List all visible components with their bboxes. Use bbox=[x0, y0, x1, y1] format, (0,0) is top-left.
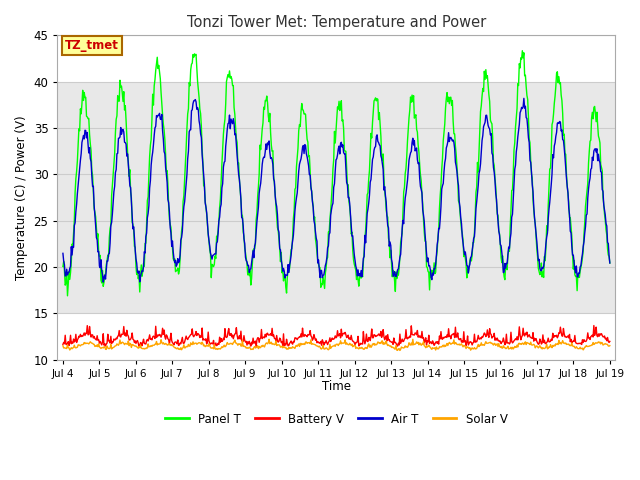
Title: Tonzi Tower Met: Temperature and Power: Tonzi Tower Met: Temperature and Power bbox=[187, 15, 486, 30]
Legend: Panel T, Battery V, Air T, Solar V: Panel T, Battery V, Air T, Solar V bbox=[160, 408, 513, 431]
Panel T bbox=[211, 262, 218, 267]
Panel T bbox=[404, 138, 412, 144]
Solar V bbox=[396, 348, 404, 353]
Air T bbox=[69, 243, 77, 249]
Air T bbox=[126, 183, 134, 189]
Panel T bbox=[606, 260, 614, 266]
Air T bbox=[211, 252, 218, 257]
Battery V bbox=[404, 336, 412, 342]
Solar V bbox=[210, 346, 218, 352]
Panel T bbox=[518, 48, 526, 54]
Battery V bbox=[252, 344, 260, 350]
Bar bbox=[58, 82, 615, 313]
X-axis label: Time: Time bbox=[322, 380, 351, 393]
Solar V bbox=[125, 343, 133, 348]
Air T bbox=[606, 260, 614, 266]
Air T bbox=[404, 178, 412, 183]
Line: Panel T: Panel T bbox=[63, 51, 610, 296]
Air T bbox=[59, 251, 67, 256]
Panel T bbox=[420, 216, 428, 222]
Panel T bbox=[63, 293, 71, 299]
Battery V bbox=[420, 335, 428, 341]
Line: Battery V: Battery V bbox=[63, 325, 610, 347]
Battery V bbox=[69, 340, 77, 346]
Solar V bbox=[180, 345, 188, 351]
Line: Air T: Air T bbox=[63, 98, 610, 282]
Solar V bbox=[420, 343, 428, 348]
Air T bbox=[420, 212, 428, 218]
Panel T bbox=[182, 162, 189, 168]
Air T bbox=[182, 190, 189, 196]
Battery V bbox=[180, 339, 188, 345]
Battery V bbox=[125, 337, 133, 343]
Air T bbox=[520, 96, 528, 101]
Air T bbox=[99, 279, 107, 285]
Panel T bbox=[126, 167, 134, 173]
Text: TZ_tmet: TZ_tmet bbox=[65, 39, 118, 52]
Battery V bbox=[210, 337, 218, 343]
Solar V bbox=[409, 336, 417, 342]
Panel T bbox=[70, 230, 77, 236]
Y-axis label: Temperature (C) / Power (V): Temperature (C) / Power (V) bbox=[15, 115, 28, 280]
Solar V bbox=[59, 343, 67, 348]
Battery V bbox=[590, 323, 598, 328]
Solar V bbox=[606, 343, 614, 348]
Panel T bbox=[59, 264, 67, 269]
Solar V bbox=[404, 345, 412, 350]
Solar V bbox=[69, 345, 77, 351]
Line: Solar V: Solar V bbox=[63, 339, 610, 350]
Battery V bbox=[606, 338, 614, 344]
Battery V bbox=[59, 341, 67, 347]
